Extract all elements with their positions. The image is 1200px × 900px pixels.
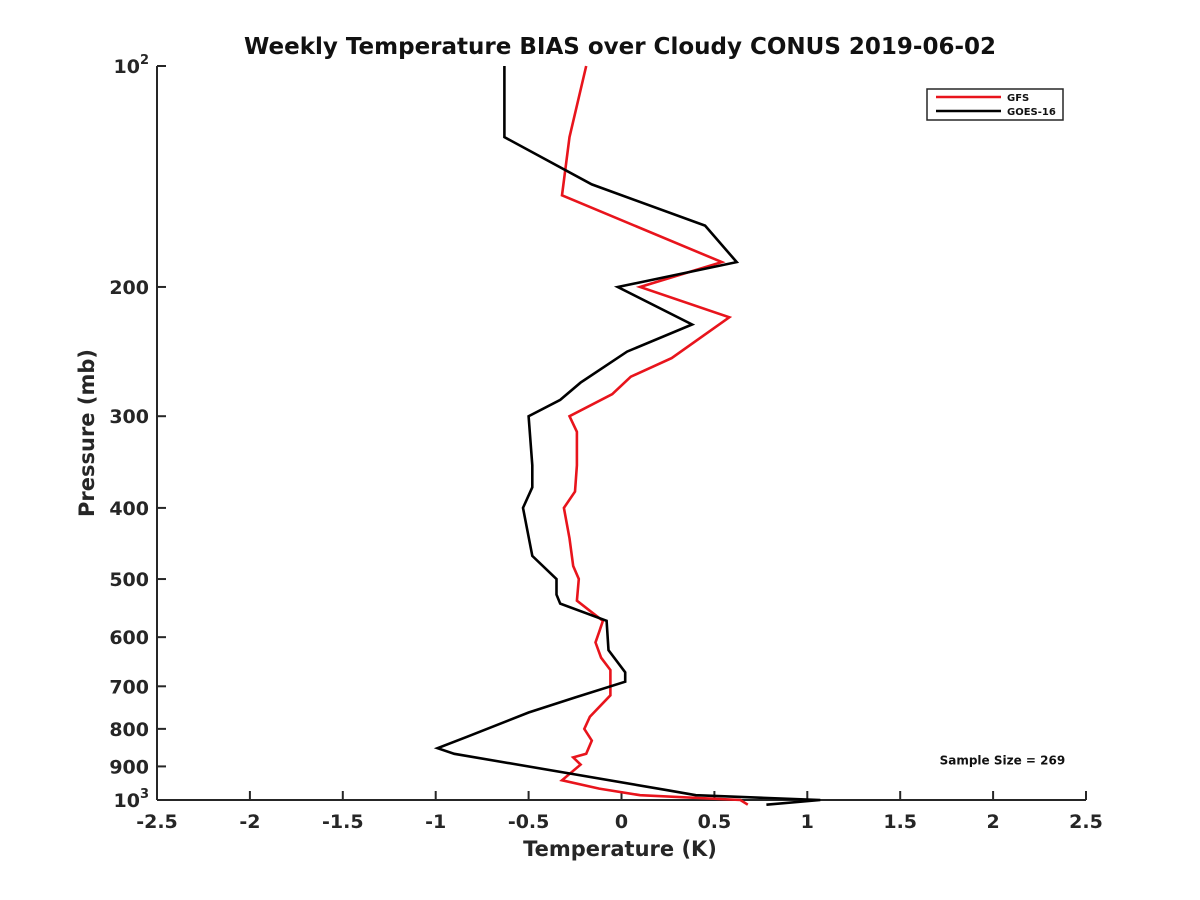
y-tick-label: 600 <box>109 627 149 649</box>
legend-label-gfs: GFS <box>1007 93 1029 104</box>
y-axis-ticks: 102 200 300 400 500 600 700 800 900 103 <box>109 53 166 812</box>
legend-box <box>926 88 1064 121</box>
x-tick-label: -1.5 <box>322 811 364 833</box>
x-tick-label: -2 <box>239 811 260 833</box>
legend: GFS GOES-16 <box>926 88 1064 121</box>
x-tick-label: 2.5 <box>1069 811 1103 833</box>
series-line-gfs <box>559 65 749 806</box>
y-tick-label: 900 <box>109 756 149 778</box>
series-line-goes16 <box>433 66 821 806</box>
x-tick-label: -2.5 <box>136 811 178 833</box>
y-tick-label: 200 <box>109 277 149 299</box>
series-layer <box>433 65 821 806</box>
y-tick-label: 700 <box>109 676 149 698</box>
y-tick-label: 102 <box>114 53 150 78</box>
x-tick-label: -0.5 <box>508 811 550 833</box>
legend-label-goes16: GOES-16 <box>1007 107 1056 118</box>
x-tick-label: 1.5 <box>883 811 917 833</box>
x-axis-label: Temperature (K) <box>523 837 717 861</box>
x-tick-label: 1 <box>801 811 814 833</box>
y-tick-label: 500 <box>109 569 149 591</box>
x-tick-label: 0.5 <box>698 811 732 833</box>
y-tick-label: 300 <box>109 406 149 428</box>
x-tick-label: -1 <box>425 811 446 833</box>
y-tick-label: 800 <box>109 719 149 741</box>
sample-size-annotation: Sample Size = 269 <box>940 754 1066 768</box>
y-tick-label: 400 <box>109 498 149 520</box>
y-axis-label: Pressure (mb) <box>75 349 99 517</box>
chart-title: Weekly Temperature BIAS over Cloudy CONU… <box>244 34 996 60</box>
x-tick-label: 2 <box>986 811 999 833</box>
y-tick-label: 103 <box>114 787 150 812</box>
x-tick-label: 0 <box>615 811 628 833</box>
x-axis-ticks: -2.5 -2 -1.5 -1 -0.5 0 0.5 1 1.5 2 2.5 <box>136 791 1103 833</box>
